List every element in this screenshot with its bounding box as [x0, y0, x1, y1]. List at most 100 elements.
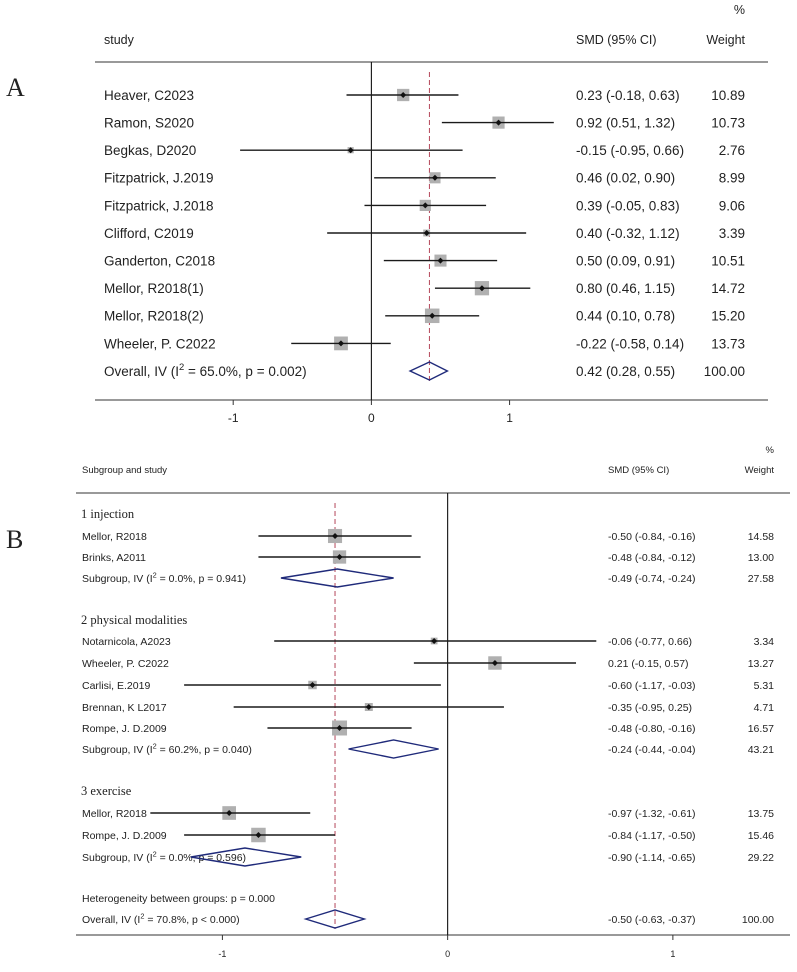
subgroup-summary-label-post: = 60.2%, p = 0.040) [157, 744, 252, 756]
header-weight: Weight [706, 33, 745, 47]
effect-ci-text: -0.06 (-0.77, 0.66) [608, 636, 692, 648]
effect-ci-text: -0.50 (-0.84, -0.16) [608, 531, 696, 543]
weight-value: 15.20 [711, 309, 745, 324]
panel-a-forest-plot: % study SMD (95% CI) Weight -1 0 1 Heaver, C202… [95, 3, 768, 425]
summary-diamond [303, 909, 367, 929]
panel-b-forest-plot: % Subgroup and study SMD (95% CI) Weight -1 0… [76, 445, 790, 959]
effect-ci-text: -0.24 (-0.44, -0.04) [608, 744, 696, 756]
study-label: Mellor, R2018(2) [104, 309, 204, 324]
study-label: Begkas, D2020 [104, 143, 196, 158]
study-label: Wheeler, P. C2022 [104, 336, 216, 351]
subgroup-heading: 3 exercise [81, 784, 132, 798]
study-label: Fitzpatrick, J.2018 [104, 198, 214, 213]
study-label: Mellor, R2018 [82, 808, 147, 820]
point-estimate-marker [332, 533, 339, 539]
x-tick-label: -1 [228, 411, 239, 425]
effect-ci-text: 0.23 (-0.18, 0.63) [576, 88, 680, 103]
effect-ci-text: -0.84 (-1.17, -0.50) [608, 830, 696, 842]
study-label: Notarnicola, A2023 [82, 636, 171, 648]
weight-value: 16.57 [748, 723, 774, 735]
weight-value: 10.89 [711, 88, 745, 103]
panel-b-label: B [6, 525, 23, 554]
study-label: Rompe, J. D.2009 [82, 830, 167, 842]
point-estimate-marker [336, 554, 343, 560]
effect-ci-text: 0.21 (-0.15, 0.57) [608, 658, 689, 670]
header-weight-percent: % [734, 3, 745, 17]
point-estimate-marker [400, 92, 407, 98]
effect-ci-text: -0.15 (-0.95, 0.66) [576, 143, 684, 158]
subgroup-heading: 1 injection [81, 507, 135, 521]
point-estimate-marker [309, 682, 316, 688]
x-tick-label: 1 [506, 411, 513, 425]
effect-ci-text: 0.50 (0.09, 0.91) [576, 253, 675, 268]
study-label: Wheeler, P. C2022 [82, 658, 169, 670]
point-estimate-marker [431, 638, 438, 644]
header-study: study [104, 33, 135, 47]
study-label: Brennan, K L2017 [82, 702, 167, 714]
subgroup-summary-label-post: = 0.0%, p = 0.941) [157, 573, 246, 585]
subgroup-summary-label-sup: 2 [153, 741, 157, 750]
weight-value: 100.00 [742, 914, 774, 926]
overall-label: Overall, IV (I2 = 65.0%, p = 0.002) [104, 362, 307, 379]
subgroup-summary-label-sup: 2 [153, 570, 157, 579]
weight-value: 43.21 [748, 744, 774, 756]
weight-value: 10.51 [711, 253, 745, 268]
effect-ci-text: 0.40 (-0.32, 1.12) [576, 226, 680, 241]
weight-value: 27.58 [748, 573, 774, 585]
panel-a-label: A [6, 73, 25, 102]
study-label: Carlisi, E.2019 [82, 680, 150, 692]
study-label: Brinks, A2011 [82, 552, 146, 564]
point-estimate-marker [365, 704, 372, 710]
weight-value: 13.27 [748, 658, 774, 670]
weight-value: 14.72 [711, 281, 745, 296]
point-estimate-marker [347, 147, 354, 154]
effect-ci-text: -0.22 (-0.58, 0.14) [576, 336, 684, 351]
weight-value: 14.58 [748, 531, 774, 543]
effect-ci-text: -0.48 (-0.84, -0.12) [608, 552, 696, 564]
subgroup-summary-label: Subgroup, IV (I2 = 0.0%, p = 0.596) [82, 849, 246, 863]
header-weight: Weight [745, 465, 775, 476]
effect-ci-text: 0.46 (0.02, 0.90) [576, 171, 675, 186]
weight-value: 8.99 [719, 171, 745, 186]
heterogeneity-note: Heterogeneity between groups: p = 0.000 [82, 893, 275, 905]
effect-ci-text: 0.92 (0.51, 1.32) [576, 115, 675, 130]
effect-ci-text: -0.90 (-1.14, -0.65) [608, 852, 696, 864]
subgroup-summary-label: Subgroup, IV (I2 = 0.0%, p = 0.941) [82, 570, 246, 584]
study-label: Heaver, C2023 [104, 88, 194, 103]
subgroup-summary-label-sup: 2 [153, 849, 157, 858]
overall-label-sup: 2 [179, 362, 184, 373]
x-tick-label: 1 [670, 949, 675, 959]
effect-ci-text: 0.80 (0.46, 1.15) [576, 281, 675, 296]
point-estimate-marker [226, 810, 233, 816]
effect-ci-text: -0.50 (-0.63, -0.37) [608, 914, 696, 926]
point-estimate-marker [495, 119, 502, 126]
summary-diamond [348, 739, 439, 759]
study-label: Ganderton, C2018 [104, 253, 215, 268]
header-weight-percent: % [766, 445, 775, 456]
header-study: Subgroup and study [82, 465, 167, 476]
subgroup-summary-label-pre: Subgroup, IV (I [82, 573, 153, 585]
point-estimate-marker [437, 257, 444, 264]
effect-ci-text: -0.60 (-1.17, -0.03) [608, 680, 696, 692]
effect-ci-text: 0.42 (0.28, 0.55) [576, 364, 675, 379]
study-label: Mellor, R2018(1) [104, 281, 204, 296]
subgroup-summary-label-pre: Subgroup, IV (I [82, 852, 153, 864]
weight-value: 13.73 [711, 336, 745, 351]
effect-ci-text: -0.49 (-0.74, -0.24) [608, 573, 696, 585]
subgroup-summary-label-post: = 0.0%, p = 0.596) [157, 852, 246, 864]
study-label: Ramon, S2020 [104, 115, 194, 130]
point-estimate-marker [491, 660, 498, 666]
weight-value: 4.71 [754, 702, 775, 714]
x-tick-label: -1 [218, 949, 226, 959]
summary-diamond [280, 568, 394, 588]
effect-ci-text: -0.48 (-0.80, -0.16) [608, 723, 696, 735]
subgroup-summary-label-pre: Subgroup, IV (I [82, 744, 153, 756]
weight-value: 15.46 [748, 830, 774, 842]
weight-value: 3.34 [754, 636, 775, 648]
summary-diamond [190, 847, 302, 867]
point-estimate-marker [255, 832, 262, 838]
overall-label: Overall, IV (I2 = 70.8%, p < 0.000) [82, 911, 240, 925]
effect-ci-text: 0.39 (-0.05, 0.83) [576, 198, 680, 213]
